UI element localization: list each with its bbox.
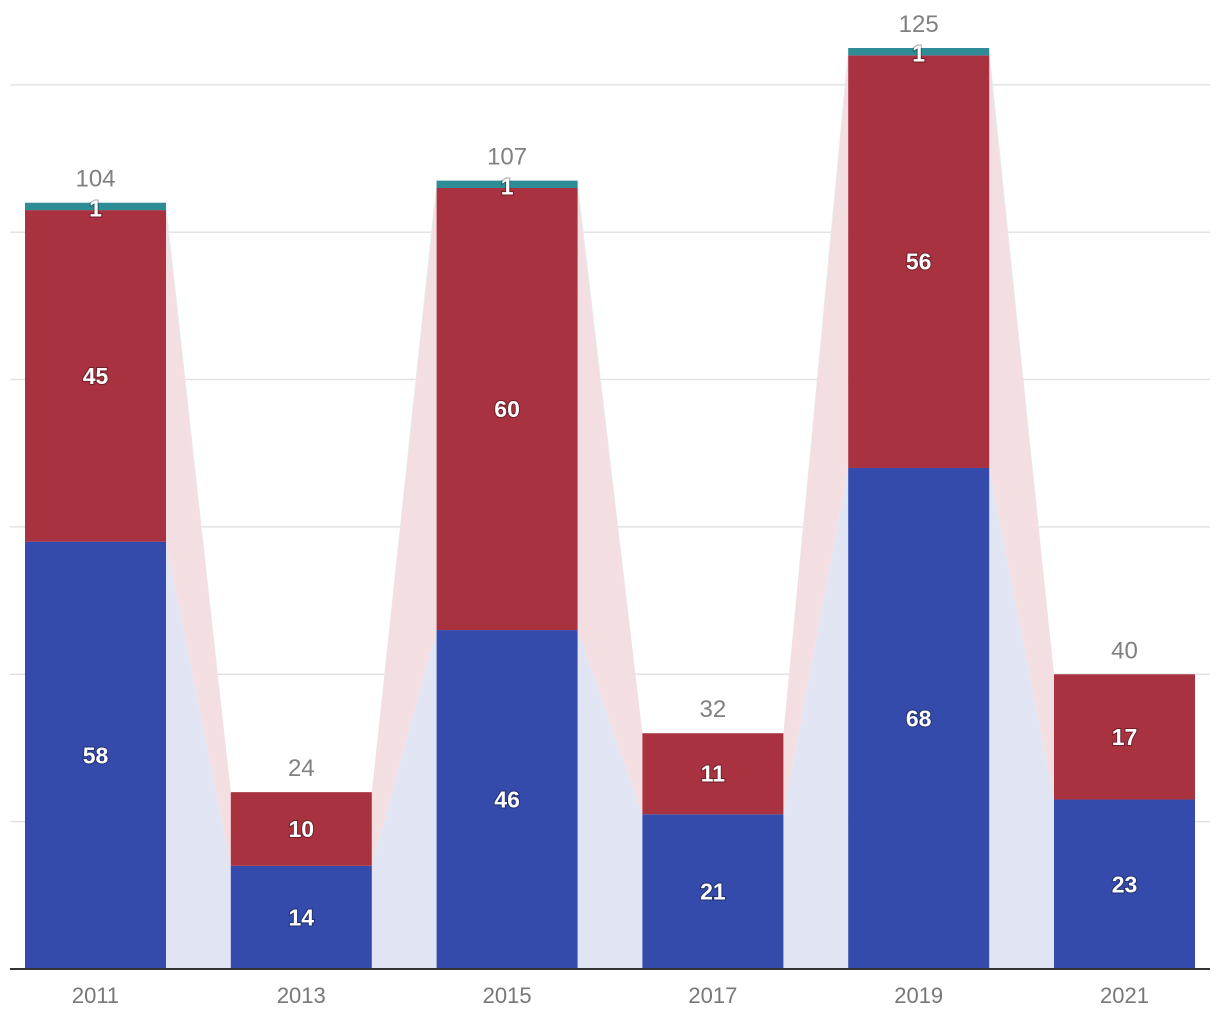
connector-band (577, 180, 643, 734)
bar-segment (436, 180, 578, 188)
connector-band (371, 180, 437, 793)
connector-band (166, 210, 231, 866)
x-tick-label: 2017 (688, 983, 737, 1008)
segment-value-label: 68 (906, 705, 932, 731)
x-axis: 2011 2013 2015 2017 2019 2021 (10, 968, 1210, 1008)
bars (25, 48, 1195, 969)
bar-segment (25, 210, 166, 542)
connector-band (783, 467, 849, 969)
connector-band (371, 187, 437, 866)
x-tick-label: 2015 (483, 983, 532, 1008)
x-tick-label: 2019 (894, 983, 943, 1008)
x-tick-label: 2021 (1100, 983, 1149, 1008)
total-value-label: 32 (700, 696, 727, 723)
bar-segment (436, 630, 578, 969)
total-value-label: 40 (1111, 637, 1138, 664)
bar-segment (642, 733, 784, 815)
connector-band (783, 48, 849, 734)
segment-value-label: 23 (1112, 871, 1138, 897)
segment-value-label: 1 (89, 195, 102, 221)
segment-value-label: 21 (700, 879, 726, 905)
x-tick-label: 2011 (72, 983, 119, 1008)
segment-value-label: 10 (289, 816, 315, 842)
total-value-label: 107 (487, 144, 527, 171)
connector-band (989, 467, 1054, 969)
connector-band (989, 55, 1054, 800)
connector-band (989, 48, 1054, 675)
segment-value-label: 60 (494, 396, 520, 422)
connector-band (577, 187, 643, 815)
connector-band (577, 630, 643, 969)
segment-value-label: 1 (501, 173, 514, 199)
bar-segment (848, 55, 990, 468)
connector-band (371, 630, 437, 969)
bar-segment (1054, 799, 1195, 969)
total-value-label: 104 (75, 166, 115, 193)
bar-segment (1054, 674, 1195, 800)
connector-band (166, 541, 231, 969)
segment-value-label: 11 (701, 761, 726, 787)
bar-segment (642, 814, 784, 969)
segment-value-label: 1 (912, 41, 925, 67)
bar-segment (848, 467, 990, 969)
bar-segment (230, 792, 372, 866)
total-value-label: 24 (288, 755, 315, 782)
segment-value-label: 56 (906, 249, 932, 275)
connector-band (166, 202, 231, 793)
bar-segment (230, 865, 372, 969)
connector-band (783, 55, 849, 815)
bar-segment (848, 48, 990, 56)
segment-value-label: 45 (83, 363, 109, 389)
x-tick-label: 2013 (277, 983, 326, 1008)
total-value-label: 125 (899, 11, 939, 38)
bar-segment (436, 187, 578, 631)
connector-bands (166, 48, 1054, 969)
bar-segment (25, 541, 166, 969)
segment-value-label: 46 (494, 787, 520, 813)
segment-value-label: 17 (1112, 724, 1138, 750)
segment-value-label: 14 (289, 904, 315, 930)
segment-value-label: 58 (83, 742, 109, 768)
bar-segment (25, 202, 166, 211)
